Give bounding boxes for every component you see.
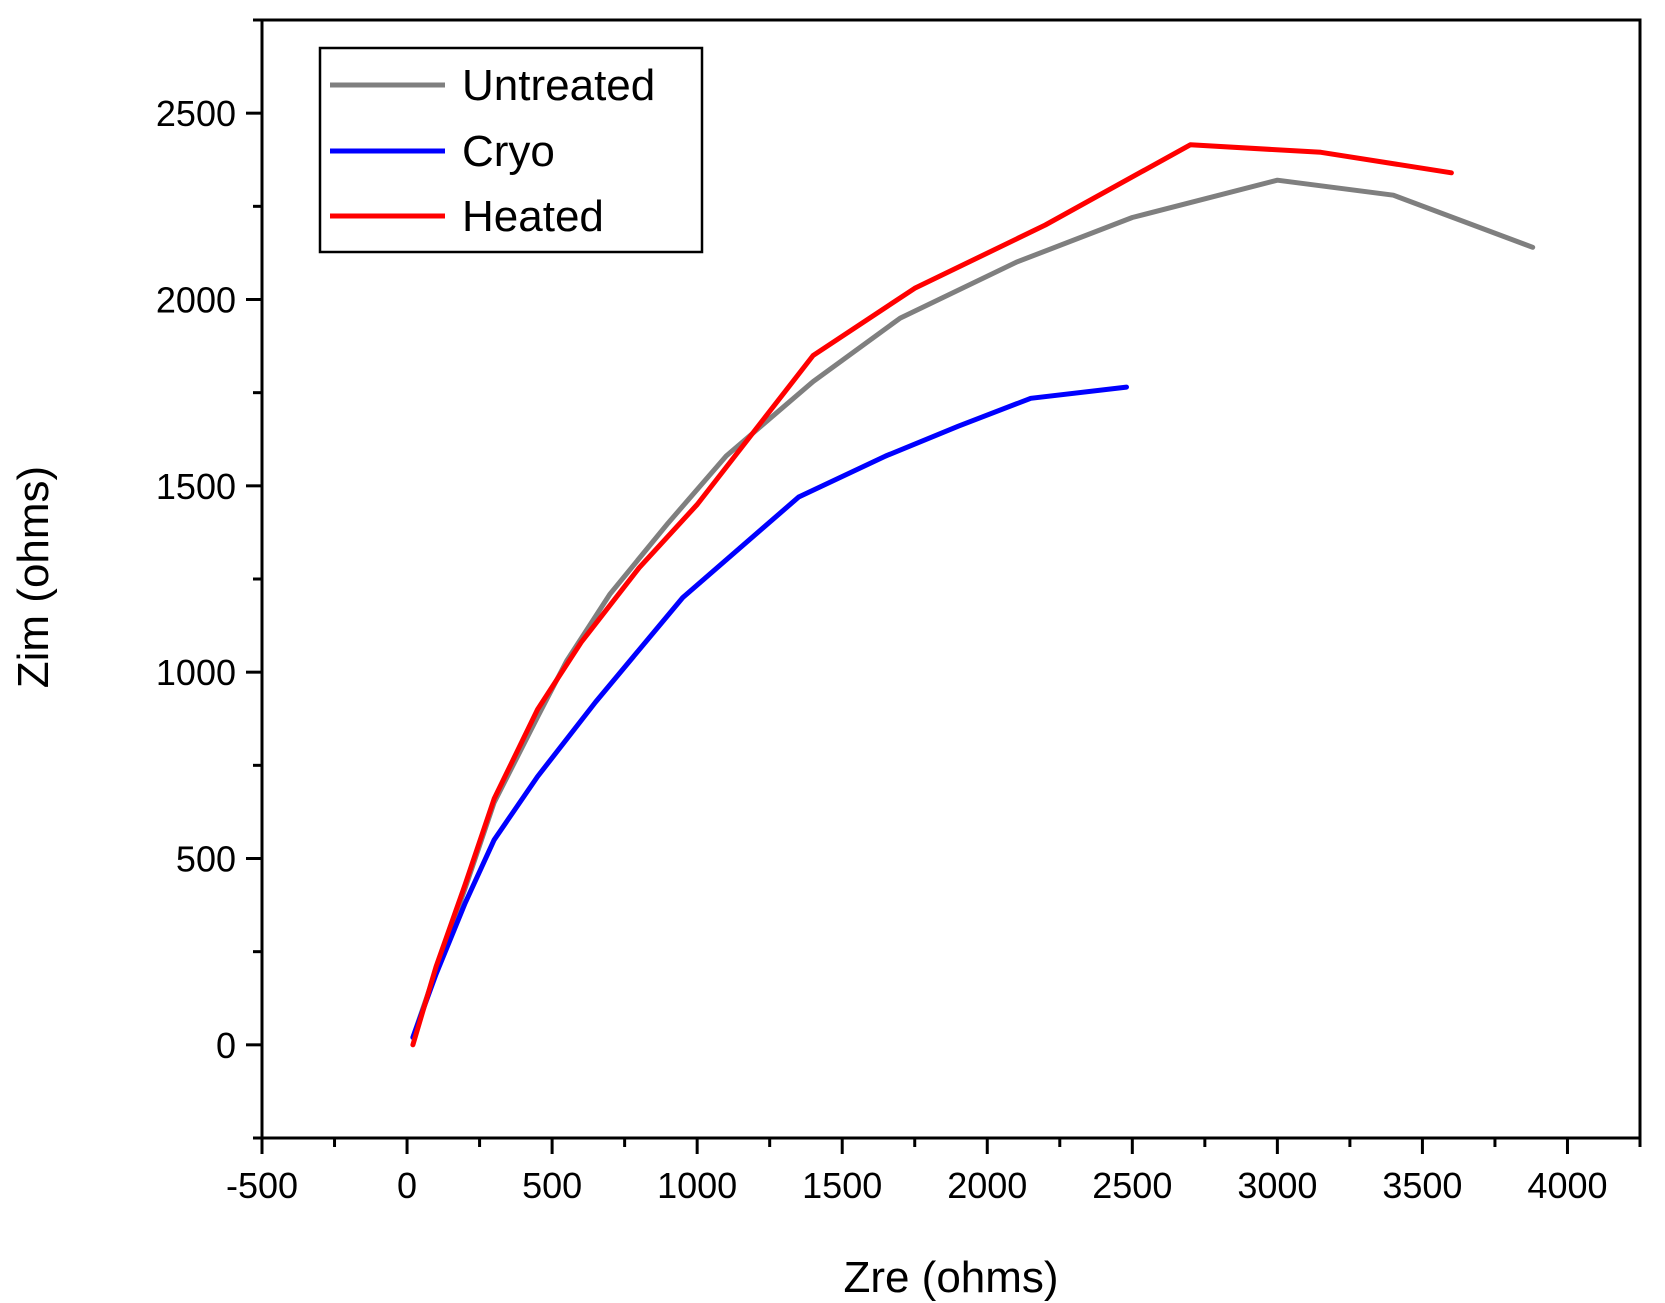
y-tick-label: 2000: [156, 280, 236, 321]
x-tick-label: 3500: [1382, 1165, 1462, 1206]
x-tick-label: 2500: [1092, 1165, 1172, 1206]
series-line-heated: [410, 142, 1454, 1048]
y-tick-label: 1500: [156, 466, 236, 507]
legend-label-untreated: Untreated: [462, 61, 655, 110]
x-tick-label: 1500: [802, 1165, 882, 1206]
x-tick-label: 0: [397, 1165, 417, 1206]
legend-label-heated: Heated: [462, 192, 604, 241]
series-line-untreated: [410, 177, 1536, 1040]
x-tick-label: 1000: [657, 1165, 737, 1206]
x-tick-label: 2000: [947, 1165, 1027, 1206]
y-axis-ticks: 0 500 1000 1500 2000 2500: [156, 18, 262, 1140]
series-layer: [410, 142, 1536, 1048]
x-axis-ticks: -500 0 500 1000 1500 2000 2500 3000 3500 4000: [226, 1138, 1642, 1206]
y-axis-title: Zim (ohms): [9, 466, 58, 688]
y-tick-label: 0: [216, 1025, 236, 1066]
legend-label-cryo: Cryo: [462, 127, 555, 176]
x-axis-title: Zre (ohms): [843, 1253, 1058, 1302]
y-tick-label: 1000: [156, 652, 236, 693]
x-tick-label: -500: [226, 1165, 298, 1206]
x-tick-label: 500: [522, 1165, 582, 1206]
x-tick-label: 3000: [1237, 1165, 1317, 1206]
legend: Untreated Cryo Heated: [318, 46, 704, 254]
y-tick-label: 500: [176, 839, 236, 880]
x-tick-label: 4000: [1527, 1165, 1607, 1206]
y-tick-label: 2500: [156, 93, 236, 134]
series-line-cryo: [410, 384, 1129, 1040]
